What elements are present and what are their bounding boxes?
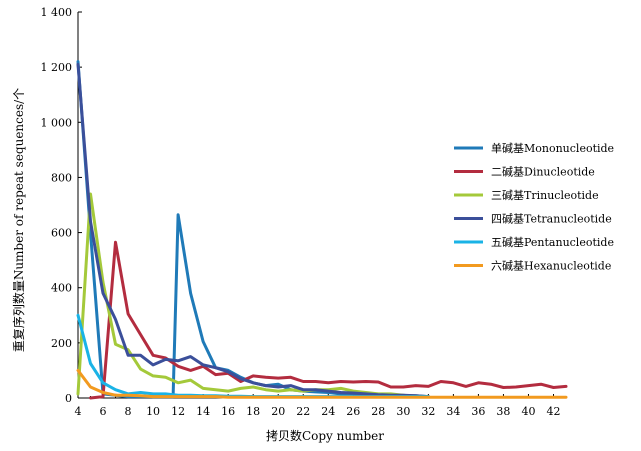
legend-label: 三碱基Trinucleotide xyxy=(491,189,599,202)
x-tick-label: 4 xyxy=(75,405,82,418)
x-tick-label: 36 xyxy=(471,405,485,418)
y-tick-label: 1 200 xyxy=(41,61,73,74)
legend: 单碱基Mononucleotide 二碱基Dinucleotide 三碱基Trinu… xyxy=(454,142,614,273)
x-tick-label: 6 xyxy=(100,405,107,418)
x-tick-label: 38 xyxy=(496,405,510,418)
y-tick-label: 600 xyxy=(51,227,72,240)
x-tick-label: 14 xyxy=(196,405,210,418)
y-tick-label: 800 xyxy=(51,171,72,184)
legend-label: 单碱基Mononucleotide xyxy=(491,142,614,155)
legend-label: 六碱基Hexanucleotide xyxy=(491,260,611,273)
x-tick-label: 30 xyxy=(396,405,410,418)
y-tick-label: 1 400 xyxy=(41,6,73,19)
x-tick-label: 28 xyxy=(371,405,385,418)
x-tick-label: 22 xyxy=(296,405,310,418)
legend-label: 四碱基Tetranucleotide xyxy=(491,213,612,226)
x-tick-label: 12 xyxy=(171,405,185,418)
series-lines xyxy=(76,60,568,400)
x-axis-title: 拷贝数Copy number xyxy=(266,428,384,443)
x-tick-label: 20 xyxy=(271,405,285,418)
x-tick-label: 40 xyxy=(521,405,535,418)
y-axis-title: 重复序列数量Number of repeat sequences/个 xyxy=(11,88,26,352)
x-tick-label: 24 xyxy=(321,405,335,418)
x-tick-label: 10 xyxy=(146,405,160,418)
y-tick-label: 1 000 xyxy=(41,116,73,129)
series-line-3 xyxy=(76,192,430,399)
legend-entry: 五碱基Pentanucleotide xyxy=(454,236,614,249)
x-tick-label: 18 xyxy=(246,405,260,418)
legend-entry: 三碱基Trinucleotide xyxy=(454,189,599,202)
legend-entry: 单碱基Mononucleotide xyxy=(454,142,614,155)
x-tick-label: 8 xyxy=(125,405,132,418)
series-line-4 xyxy=(76,62,430,399)
x-tick-label: 42 xyxy=(546,405,560,418)
x-tick-label: 26 xyxy=(346,405,360,418)
y-tick-label: 200 xyxy=(51,337,72,350)
legend-entry: 六碱基Hexanucleotide xyxy=(454,260,611,273)
legend-entry: 二碱基Dinucleotide xyxy=(454,166,595,179)
legend-entry: 四碱基Tetranucleotide xyxy=(454,213,612,226)
axes: 0 200 400 600 800 1 000 1 200 1 400 4 6 8 10 12 14 16 1… xyxy=(41,6,567,418)
legend-label: 二碱基Dinucleotide xyxy=(491,166,595,179)
x-tick-label: 34 xyxy=(446,405,460,418)
series-line-6 xyxy=(76,368,568,399)
legend-label: 五碱基Pentanucleotide xyxy=(491,236,614,249)
y-tick-label: 400 xyxy=(51,282,72,295)
x-tick-label: 32 xyxy=(421,405,435,418)
series-line-1 xyxy=(76,60,430,399)
y-tick-label: 0 xyxy=(65,392,72,405)
x-tick-label: 16 xyxy=(221,405,235,418)
